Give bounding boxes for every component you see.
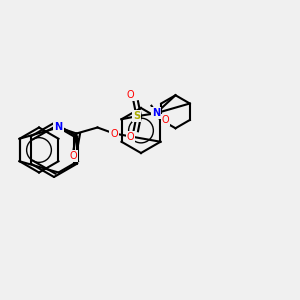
Text: O: O <box>127 132 134 142</box>
Text: N: N <box>54 122 62 133</box>
Text: O: O <box>162 115 169 125</box>
Text: S: S <box>133 111 140 121</box>
Text: O: O <box>127 90 134 100</box>
Text: O: O <box>70 151 77 161</box>
Text: O: O <box>110 128 118 139</box>
Text: N: N <box>152 108 160 118</box>
